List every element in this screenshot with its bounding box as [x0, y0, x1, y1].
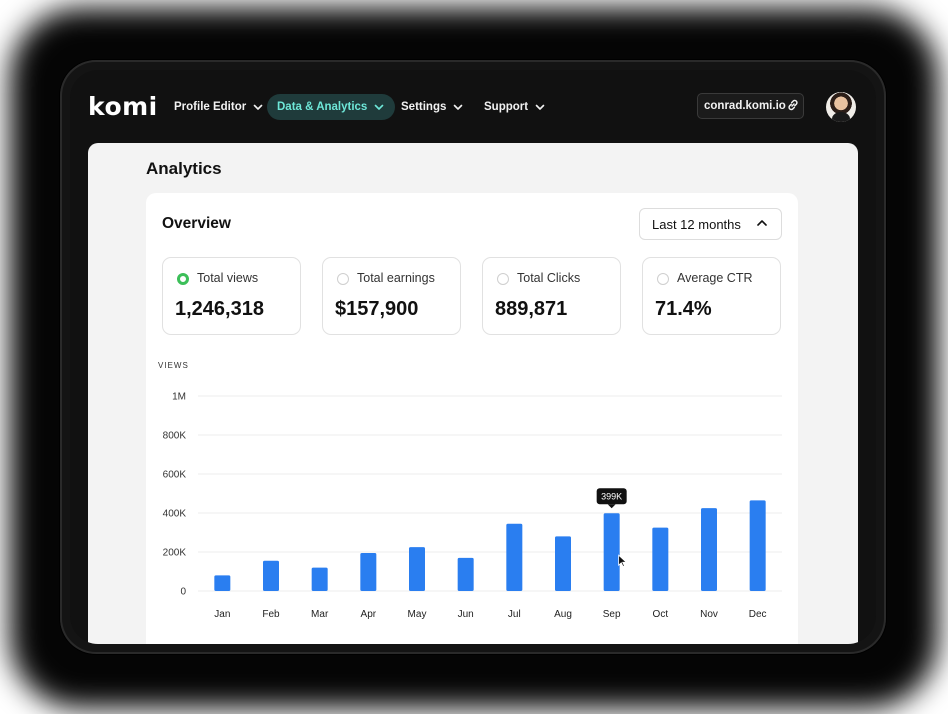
- nav-profile-editor[interactable]: Profile Editor: [164, 94, 274, 120]
- bar-oct: [652, 527, 669, 591]
- metric-label: Average CTR: [677, 271, 753, 285]
- x-tick-label: Oct: [653, 609, 669, 620]
- bar-jun: [457, 557, 474, 591]
- views-bar-chart: VIEWS 0 200K 400K 600K 800K 1M Jan Feb Mar Apr May J…: [158, 361, 782, 620]
- nav-support[interactable]: Support: [474, 94, 556, 120]
- y-tick-label: 400K: [163, 509, 187, 520]
- chevron-down-icon: [534, 101, 546, 113]
- metric-radio[interactable]: [657, 273, 669, 285]
- metric-label: Total views: [197, 271, 259, 285]
- metric-card-total-earnings[interactable]: Total earnings $157,900: [322, 257, 461, 335]
- chevron-down-icon: [252, 101, 264, 113]
- user-avatar[interactable]: [826, 92, 856, 122]
- app-screen: komi Profile Editor Data & Analytics Set…: [70, 70, 876, 644]
- metric-value: $157,900: [335, 298, 419, 320]
- metric-value: 71.4%: [655, 298, 712, 320]
- date-range-dropdown[interactable]: Last 12 months: [639, 208, 782, 240]
- y-axis-title: VIEWS: [158, 361, 189, 370]
- x-tick-label: Sep: [603, 609, 621, 620]
- tooltip-pointer: [607, 504, 616, 509]
- bar-dec: [749, 500, 766, 591]
- metric-card-total-clicks[interactable]: Total Clicks 889,871: [482, 257, 621, 335]
- x-tick-label: Dec: [749, 609, 767, 620]
- profile-url-button[interactable]: conrad.komi.io: [697, 93, 804, 119]
- mouse-cursor-icon: [618, 554, 628, 568]
- x-tick-label: Jul: [508, 609, 521, 620]
- chevron-up-icon: [755, 216, 769, 233]
- y-tick-label: 200K: [163, 548, 187, 559]
- nav-profile-editor-label: Profile Editor: [174, 101, 247, 113]
- main-content: Analytics Overview Last 12 months Total …: [88, 143, 858, 644]
- y-tick-label: 0: [180, 587, 186, 598]
- chevron-down-icon: [373, 101, 385, 113]
- komi-logo[interactable]: komi: [88, 92, 158, 121]
- bar-jul: [506, 523, 523, 591]
- chevron-down-icon: [452, 101, 464, 113]
- x-tick-label: Feb: [262, 609, 280, 620]
- x-tick-label: Apr: [361, 609, 377, 620]
- x-tick-label: May: [408, 609, 427, 620]
- link-icon: [786, 98, 800, 115]
- bar-apr: [360, 552, 377, 591]
- nav-support-label: Support: [484, 101, 529, 113]
- tooltip-label: 399K: [601, 492, 622, 502]
- metric-radio[interactable]: [337, 273, 349, 285]
- metric-value: 1,246,318: [175, 298, 264, 320]
- bar-mar: [311, 567, 328, 591]
- bar-aug: [555, 536, 571, 591]
- y-tick-label: 1M: [172, 392, 186, 403]
- metric-label: Total earnings: [357, 271, 435, 285]
- metric-radio-selected[interactable]: [177, 273, 189, 285]
- profile-url-text: conrad.komi.io: [704, 100, 786, 112]
- bar-feb: [263, 560, 279, 591]
- x-tick-label: Jun: [458, 609, 474, 620]
- metric-card-total-views[interactable]: Total views 1,246,318: [162, 257, 301, 335]
- nav-settings[interactable]: Settings: [391, 94, 474, 120]
- date-range-value: Last 12 months: [652, 216, 741, 232]
- nav-settings-label: Settings: [401, 101, 447, 113]
- metric-label: Total Clicks: [517, 271, 581, 285]
- x-tick-label: Nov: [700, 609, 718, 620]
- nav-data-analytics[interactable]: Data & Analytics: [267, 94, 396, 120]
- bar-jan: [214, 575, 231, 591]
- bar-may: [409, 547, 425, 591]
- overview-title: Overview: [162, 215, 231, 232]
- bar-nov: [701, 508, 717, 591]
- metric-radio[interactable]: [497, 273, 509, 285]
- device-frame: komi Profile Editor Data & Analytics Set…: [60, 60, 886, 654]
- metric-value: 889,871: [495, 298, 568, 320]
- bar-sep: [603, 513, 620, 591]
- page-title: Analytics: [146, 159, 222, 178]
- y-tick-label: 800K: [163, 431, 187, 442]
- x-tick-label: Mar: [311, 609, 329, 620]
- y-tick-label: 600K: [163, 470, 187, 481]
- overview-card: Overview Last 12 months Total views 1,24…: [146, 193, 798, 644]
- x-tick-label: Jan: [214, 609, 230, 620]
- nav-data-analytics-label: Data & Analytics: [277, 101, 368, 113]
- tooltip-box: [596, 488, 627, 505]
- metric-card-average-ctr[interactable]: Average CTR 71.4%: [642, 257, 781, 335]
- x-tick-label: Aug: [554, 609, 572, 620]
